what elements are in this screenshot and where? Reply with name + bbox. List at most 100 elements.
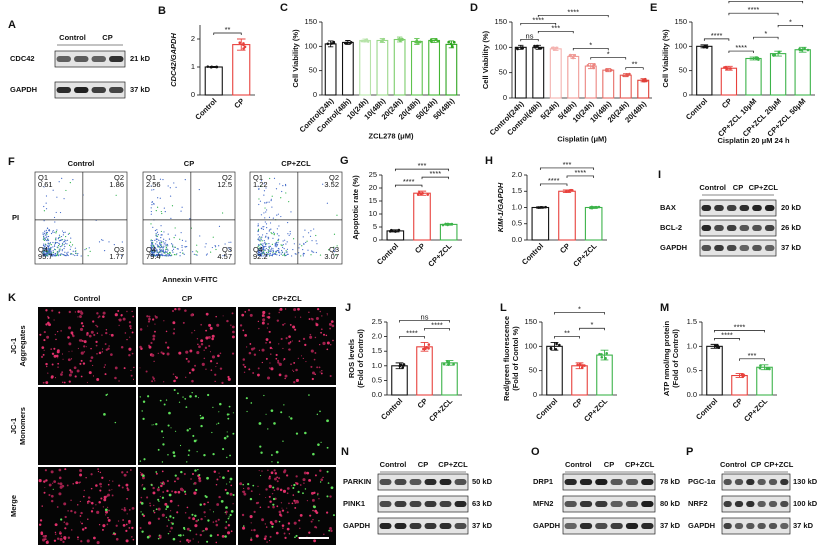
event-dot xyxy=(47,240,49,242)
red-signal xyxy=(112,533,114,535)
significance-label: * xyxy=(591,320,594,329)
red-signal xyxy=(96,510,100,514)
green-signal xyxy=(189,427,191,430)
event-dot xyxy=(156,254,158,256)
event-dot xyxy=(300,255,302,257)
red-signal xyxy=(57,482,60,485)
green-signal xyxy=(327,482,330,484)
event-dot xyxy=(260,214,263,216)
red-signal xyxy=(317,492,319,495)
event-dot xyxy=(282,246,284,249)
event-dot xyxy=(153,189,155,191)
red-signal xyxy=(60,330,62,332)
red-signal xyxy=(248,368,251,371)
event-dot xyxy=(52,229,54,232)
x-tick-label: CP xyxy=(720,96,734,110)
green-signal xyxy=(174,474,177,477)
green-signal xyxy=(157,448,160,451)
red-signal xyxy=(139,526,142,529)
red-signal xyxy=(61,484,65,488)
data-dot xyxy=(326,42,330,46)
green-signal xyxy=(167,424,170,427)
x-tick-label: Control xyxy=(375,241,400,266)
red-signal xyxy=(315,316,319,321)
red-signal xyxy=(191,472,195,476)
event-dot xyxy=(165,251,167,253)
blot-band xyxy=(757,479,766,485)
y-tick-label: 0.5 xyxy=(687,366,697,375)
red-signal xyxy=(243,371,246,373)
red-signal xyxy=(217,518,220,521)
red-signal xyxy=(92,364,94,366)
event-dot xyxy=(263,255,265,257)
green-signal xyxy=(153,424,155,426)
event-dot xyxy=(258,254,260,256)
event-dot xyxy=(162,247,165,249)
red-signal xyxy=(190,313,194,317)
red-signal xyxy=(264,523,266,525)
event-dot xyxy=(199,235,201,237)
event-dot xyxy=(163,255,165,257)
green-signal xyxy=(198,474,201,477)
red-signal xyxy=(194,524,198,528)
red-signal xyxy=(92,507,94,509)
red-signal xyxy=(174,375,177,378)
event-dot xyxy=(159,197,161,199)
event-dot xyxy=(262,244,264,247)
event-dot xyxy=(103,250,106,252)
event-dot xyxy=(47,235,50,238)
event-dot xyxy=(175,254,177,256)
event-dot xyxy=(282,185,284,187)
red-signal xyxy=(63,502,67,506)
red-signal xyxy=(244,333,247,337)
green-signal xyxy=(161,461,164,463)
red-signal xyxy=(312,371,315,375)
red-signal xyxy=(87,518,89,520)
red-signal xyxy=(187,541,190,543)
red-signal xyxy=(242,329,245,332)
event-dot xyxy=(161,240,163,242)
red-signal xyxy=(271,523,273,525)
data-dot xyxy=(402,364,405,367)
red-signal xyxy=(61,371,64,374)
red-signal xyxy=(191,379,194,383)
red-signal xyxy=(310,349,314,353)
event-dot xyxy=(167,185,169,187)
red-signal xyxy=(253,510,256,513)
red-signal xyxy=(38,523,42,526)
blot-band xyxy=(610,523,623,529)
red-signal xyxy=(44,469,47,472)
event-dot xyxy=(45,231,47,234)
red-signal xyxy=(59,531,62,534)
green-signal xyxy=(186,461,188,463)
red-signal xyxy=(177,490,181,494)
red-signal xyxy=(188,539,192,542)
data-dot xyxy=(729,67,732,70)
column-label: CP xyxy=(418,460,428,469)
red-signal xyxy=(289,341,292,343)
red-signal xyxy=(148,345,152,349)
red-signal xyxy=(224,526,228,530)
red-signal xyxy=(98,315,101,318)
green-signal xyxy=(260,475,262,477)
y-tick-label: 100 xyxy=(304,41,317,50)
event-dot xyxy=(69,241,72,243)
green-signal xyxy=(212,511,215,513)
event-dot xyxy=(162,178,164,181)
event-dot xyxy=(268,230,270,232)
event-dot xyxy=(50,254,52,256)
green-signal xyxy=(320,441,322,443)
blot-band xyxy=(109,87,124,93)
x-tick-label: CP+ZCL xyxy=(427,396,454,423)
event-dot xyxy=(59,253,62,255)
red-signal xyxy=(59,482,63,486)
event-dot xyxy=(66,252,68,254)
event-dot xyxy=(204,246,206,248)
red-signal xyxy=(139,328,143,331)
event-dot xyxy=(87,255,89,257)
green-signal xyxy=(150,483,153,486)
event-dot xyxy=(174,234,177,236)
event-dot xyxy=(272,253,274,255)
y-tick-label: 0 xyxy=(503,93,507,102)
red-signal xyxy=(323,533,325,535)
